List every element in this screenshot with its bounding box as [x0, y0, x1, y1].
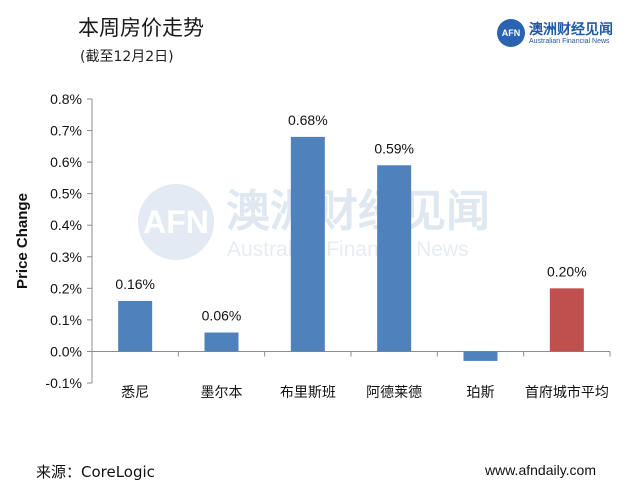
data-labels: 0.16% 0.06% 0.68% 0.59% 0.20%: [115, 112, 586, 324]
y-tick-label: 0.4%: [50, 217, 82, 233]
watermark-badge-text: AFN: [143, 204, 209, 240]
y-tick-label: 0.5%: [50, 186, 82, 202]
bar: [549, 288, 584, 352]
x-tick-label: 阿德莱德: [366, 385, 422, 401]
afn-logo: AFN 澳洲财经见闻 Australian Financial News: [497, 19, 613, 49]
y-tick-label: 0.2%: [50, 280, 82, 296]
y-tick-label: 0.6%: [50, 154, 82, 170]
y-tick-label: 0.3%: [50, 249, 82, 265]
x-tick-label: 悉尼: [121, 385, 149, 401]
y-tick-label: 0.7%: [50, 123, 82, 139]
bar: [377, 165, 412, 352]
data-label: 0.16%: [115, 276, 155, 292]
watermark-main-text: 澳洲财经见闻: [226, 186, 490, 237]
y-tick-label: 0.0%: [50, 343, 82, 359]
afn-logo-subtitle: Australian Financial News: [529, 38, 610, 45]
chart-subtitle: (截至12月2日): [80, 49, 174, 65]
y-tick-label: 0.8%: [50, 91, 82, 107]
site-url: www.afndaily.com: [485, 462, 597, 478]
y-tick-label: 0.1%: [50, 312, 82, 328]
x-tick-label: 布里斯班: [280, 385, 336, 401]
bar: [118, 300, 153, 352]
afn-logo-name: 澳洲财经见闻: [529, 22, 613, 38]
data-label: 0.59%: [374, 140, 414, 156]
axes: -0.1% 0.0% 0.1% 0.2% 0.3% 0.4% 0.5% 0.6% 0.7% 0.8…: [45, 91, 611, 401]
data-label: 0.20%: [547, 263, 587, 279]
bar: [290, 136, 325, 352]
data-label: 0.06%: [202, 308, 242, 324]
bar: [463, 351, 498, 361]
chart-title: 本周房价走势: [78, 16, 204, 40]
y-axis-label: Price Change: [14, 193, 31, 289]
data-label: 0.68%: [288, 112, 328, 128]
source-note: 来源：CoreLogic: [36, 463, 155, 481]
y-tick-label: -0.1%: [45, 375, 82, 391]
x-tick-label: 墨尔本: [201, 385, 243, 401]
afn-logo-badge: AFN: [497, 19, 525, 47]
watermark: AFN 澳洲财经见闻 Australian Financial News: [138, 184, 490, 261]
watermark-sub-text: Australian Financial News: [227, 238, 469, 261]
bars: [118, 136, 584, 361]
bar: [204, 332, 239, 352]
watermark-badge-circle: [138, 184, 214, 260]
x-tick-label: 珀斯: [467, 385, 495, 401]
x-tick-label: 首府城市平均: [525, 384, 609, 401]
